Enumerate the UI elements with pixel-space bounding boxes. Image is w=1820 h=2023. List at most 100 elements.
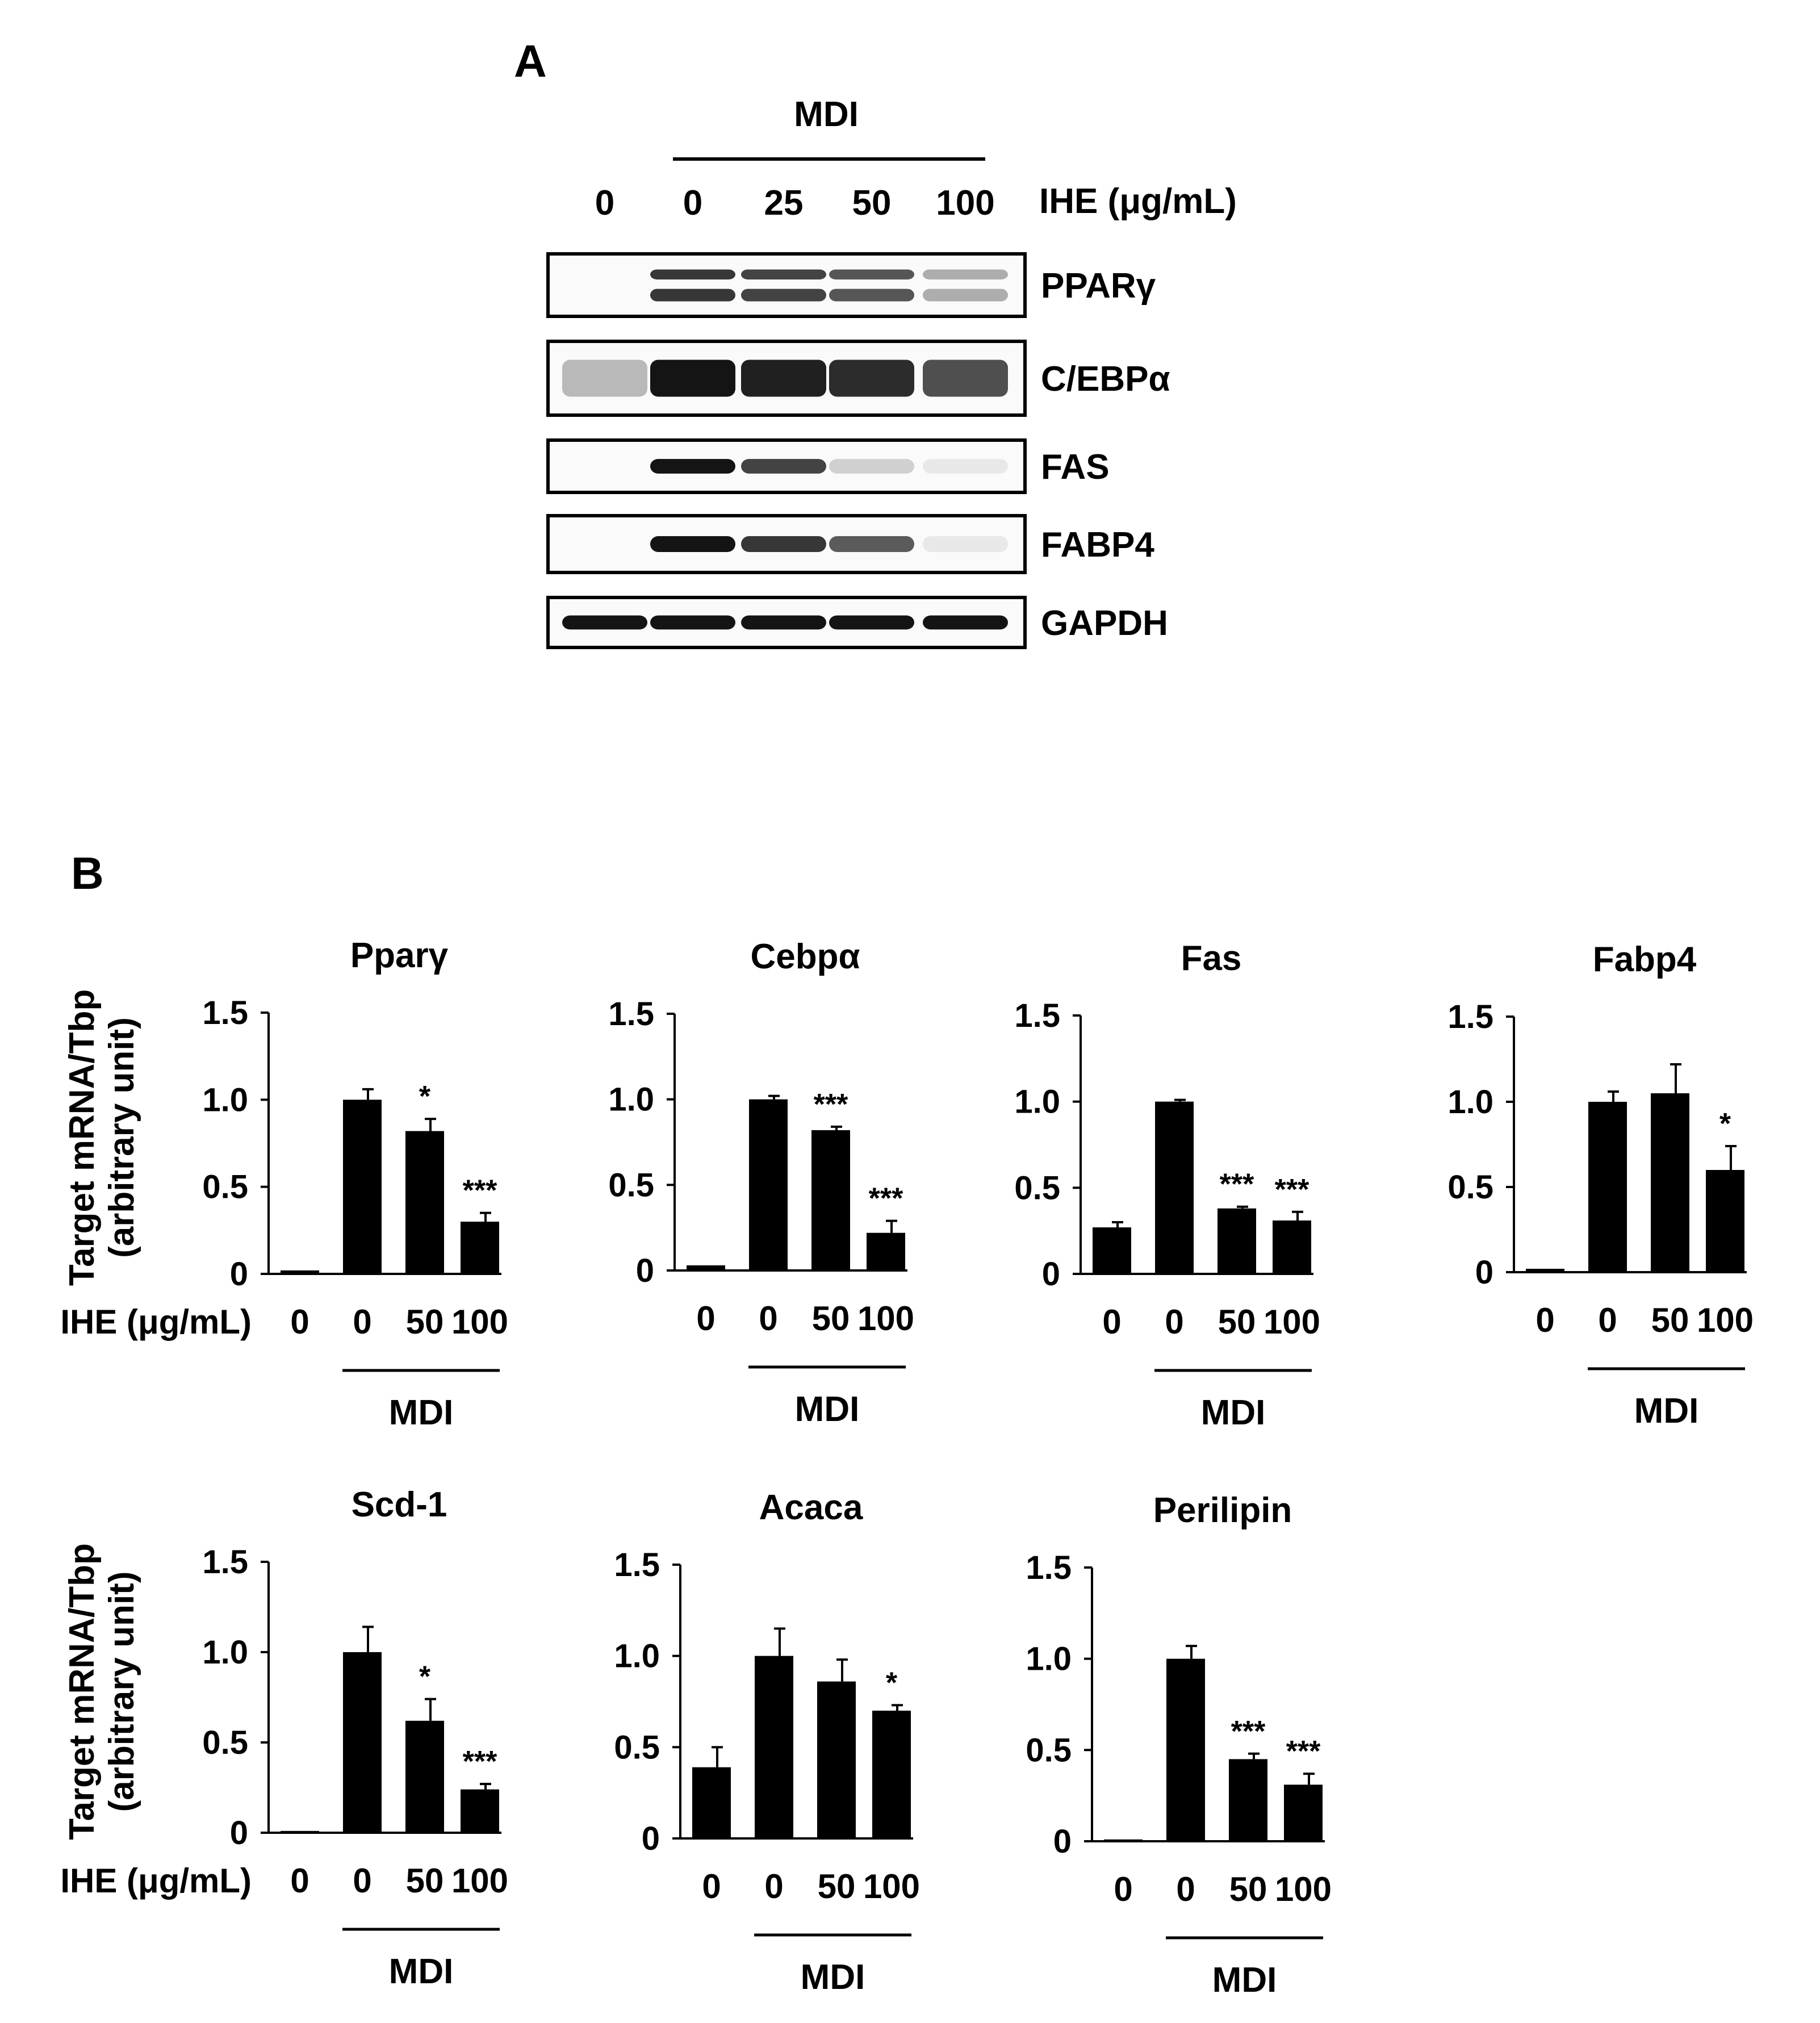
bar [405, 1131, 444, 1274]
x-tick-label: 0 [1165, 1303, 1183, 1341]
protein-band [829, 360, 914, 397]
x-tick-label: 50 [1218, 1303, 1256, 1341]
bar [461, 1789, 499, 1833]
chart-acaca: Acaca 0 0.5 1.0 1.5 0 0 50 * 100 MDI [614, 1488, 920, 1997]
blot-ppar-: PPARγ [546, 252, 1156, 318]
x-tick-label: 0 [353, 1303, 371, 1341]
protein-band [923, 459, 1008, 474]
lane-label: 100 [936, 183, 994, 223]
mdi-group-label: MDI [801, 1958, 865, 1997]
protein-band [923, 615, 1008, 630]
lane-label: 0 [683, 183, 702, 223]
mdi-group-label: MDI [795, 1390, 860, 1429]
y-tick-label: 0.5 [614, 1729, 660, 1766]
y-axis-label: (arbitrary unit) [102, 1571, 141, 1812]
protein-band [741, 289, 826, 302]
y-axis-label: (arbitrary unit) [102, 1017, 141, 1258]
protein-band [650, 459, 735, 474]
x-tick-label: 100 [1275, 1870, 1332, 1908]
bar [343, 1100, 382, 1274]
y-tick-label: 1.5 [1026, 1549, 1072, 1586]
y-tick-label: 0 [636, 1252, 654, 1289]
chart-title: Fas [1181, 939, 1242, 978]
ihe-concentration-label: IHE (μg/mL) [60, 1303, 252, 1341]
y-axis-label: Target mRNA/Tbp [62, 989, 102, 1286]
significance-marker: * [419, 1080, 431, 1113]
protein-band [650, 615, 735, 630]
bar [1706, 1170, 1744, 1272]
y-tick-label: 1.5 [1014, 997, 1060, 1034]
chart-scd-1: Scd-1 0 0.5 1.0 1.5 0 0 * 50 *** 100 MDI IHE (μg/mL)… [60, 1485, 508, 1991]
x-tick-label: 0 [290, 1303, 309, 1341]
protein-band [741, 459, 826, 474]
significance-marker: * [419, 1661, 431, 1694]
y-tick-label: 0 [1042, 1256, 1060, 1293]
x-tick-label: 100 [1263, 1303, 1320, 1341]
x-tick-label: 0 [1102, 1303, 1121, 1341]
blot-fas: FAS [546, 438, 1110, 494]
panel-a: A MDI IHE (μg/mL) 0 0 25 50 100 PPARγ C/EBPα F… [514, 36, 1237, 649]
protein-band [741, 269, 826, 280]
bar [867, 1232, 905, 1270]
significance-marker: *** [463, 1745, 497, 1778]
bar [461, 1222, 499, 1274]
x-tick-label: 100 [857, 1299, 914, 1337]
x-tick-label: 0 [759, 1299, 777, 1337]
blot-name: FABP4 [1041, 525, 1154, 565]
x-tick-label: 0 [290, 1862, 309, 1900]
x-tick-label: 0 [764, 1867, 783, 1905]
y-axis-label: Target mRNA/Tbp [62, 1543, 102, 1840]
bar [281, 1830, 319, 1833]
y-tick-label: 1.0 [202, 1081, 248, 1118]
bar [1217, 1208, 1256, 1274]
blot-fabp4: FABP4 [546, 514, 1154, 574]
blot-gapdh: GAPDH [546, 596, 1168, 649]
significance-marker: *** [1220, 1168, 1254, 1201]
y-tick-label: 1.5 [608, 996, 654, 1033]
significance-marker: *** [869, 1182, 903, 1215]
bar [1093, 1227, 1131, 1274]
x-tick-label: 0 [696, 1299, 715, 1337]
protein-band [650, 360, 735, 397]
protein-band [829, 269, 914, 280]
protein-band [829, 615, 914, 630]
protein-band [741, 615, 826, 630]
bar [1651, 1093, 1689, 1272]
bar [405, 1720, 444, 1833]
bar [1166, 1658, 1205, 1841]
x-tick-label: 0 [1598, 1301, 1617, 1339]
mdi-group-label: MDI [389, 1393, 454, 1432]
blot-name: FAS [1041, 448, 1110, 487]
blot-c-ebp-: C/EBPα [546, 340, 1170, 417]
bar [1588, 1102, 1627, 1272]
bar [755, 1656, 793, 1838]
panel-a-label: A [514, 36, 547, 86]
y-tick-label: 0 [642, 1820, 660, 1857]
y-tick-label: 0 [1053, 1823, 1072, 1860]
x-tick-label: 0 [353, 1862, 371, 1900]
protein-band [829, 536, 914, 552]
chart-title: Fabp4 [1593, 940, 1697, 979]
x-tick-label: 50 [812, 1299, 850, 1337]
blot-name: PPARγ [1041, 266, 1156, 306]
x-tick-label: 100 [451, 1303, 508, 1341]
bar [1155, 1101, 1194, 1274]
bar [281, 1270, 319, 1274]
blot-name: GAPDH [1041, 604, 1168, 643]
significance-marker: *** [463, 1174, 497, 1207]
y-tick-label: 0.5 [1447, 1169, 1493, 1206]
x-tick-label: 0 [1176, 1870, 1195, 1908]
chart-title: Perilipin [1153, 1491, 1292, 1530]
x-tick-label: 50 [1229, 1870, 1267, 1908]
protein-band [923, 536, 1008, 552]
bar [817, 1681, 856, 1838]
significance-marker: *** [1275, 1173, 1309, 1206]
protein-band [650, 536, 735, 552]
y-tick-label: 1.0 [614, 1638, 660, 1675]
chart-title: Cebpα [750, 937, 860, 976]
significance-marker: * [1719, 1107, 1731, 1140]
bar [692, 1767, 731, 1838]
x-tick-label: 0 [1536, 1301, 1554, 1339]
